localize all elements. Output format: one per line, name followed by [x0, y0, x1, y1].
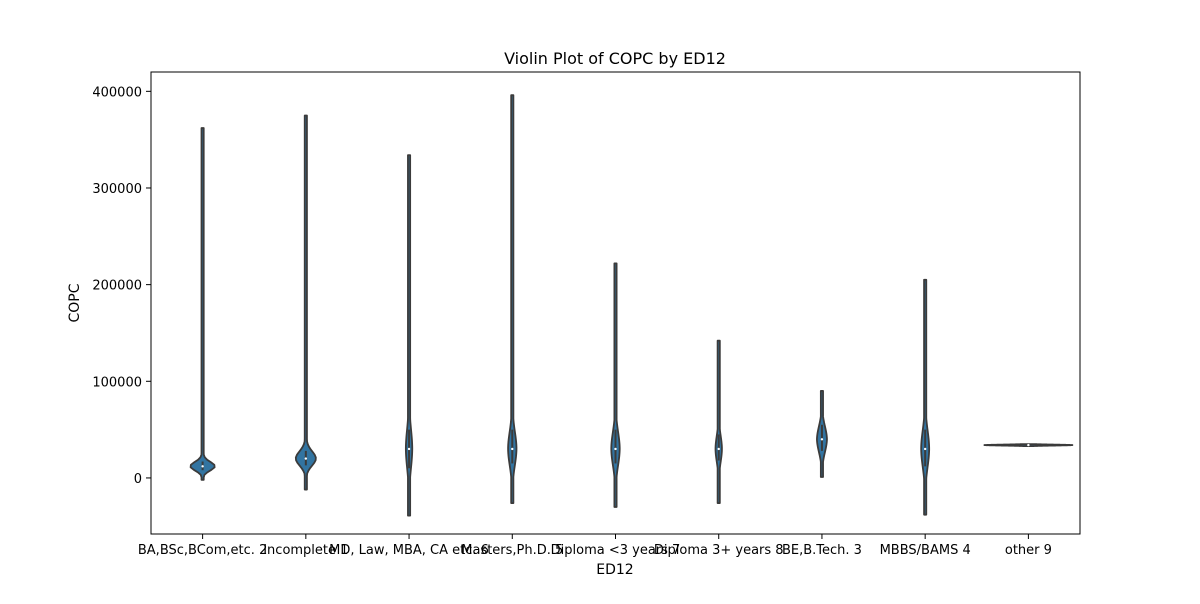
x-tick-label-1: Incomplete 1	[263, 543, 348, 558]
violin-7	[920, 278, 931, 516]
x-tick-label-8: other 9	[1005, 543, 1052, 558]
violin-median-8	[1027, 443, 1030, 447]
x-tick-label-6: BE,B.Tech. 3	[782, 543, 862, 558]
x-tick-label-0: BA,BSc,BCom,etc. 2	[138, 543, 267, 558]
y-tick-label-2: 200000	[92, 279, 142, 294]
violin-3	[507, 94, 518, 504]
x-tick-label-5: Diploma 3+ years 8	[654, 543, 784, 558]
x-tick-label-7: MBBS/BAMS 4	[880, 543, 971, 558]
violin-0	[189, 127, 216, 481]
x-tick-label-2: MD, Law, MBA, CA etc. 6	[329, 543, 489, 558]
violin-2	[404, 154, 414, 517]
x-tick-label-4: Diploma <3 years 7	[551, 543, 681, 558]
violin-median-7	[923, 447, 927, 451]
y-tick-label-1: 100000	[92, 375, 142, 390]
x-axis-label: ED12	[596, 562, 633, 578]
violin-1	[294, 114, 317, 491]
y-axis-label: COPC	[67, 283, 83, 322]
plot-area: 0 100000 200000 300000 400000 BA,BSc,BCom,etc…	[92, 85, 1074, 558]
violin-median-6	[820, 438, 824, 441]
violin-median-3	[511, 447, 514, 451]
violin-median-1	[304, 457, 308, 460]
violin-median-2	[407, 447, 411, 451]
y-tick-label-3: 300000	[92, 182, 142, 197]
violin-5	[714, 339, 723, 504]
violin-median-0	[201, 465, 204, 468]
y-tick-label-0: 0	[134, 472, 142, 487]
violin-4	[610, 262, 621, 508]
axes-frame	[150, 71, 1081, 535]
violin-median-4	[614, 447, 617, 451]
y-tick-label-4: 400000	[92, 85, 142, 100]
violin-median-5	[717, 447, 720, 451]
x-tick-label-3: Masters,Ph.D. 5	[461, 543, 563, 558]
chart-title: Violin Plot of COPC by ED12	[504, 49, 726, 68]
